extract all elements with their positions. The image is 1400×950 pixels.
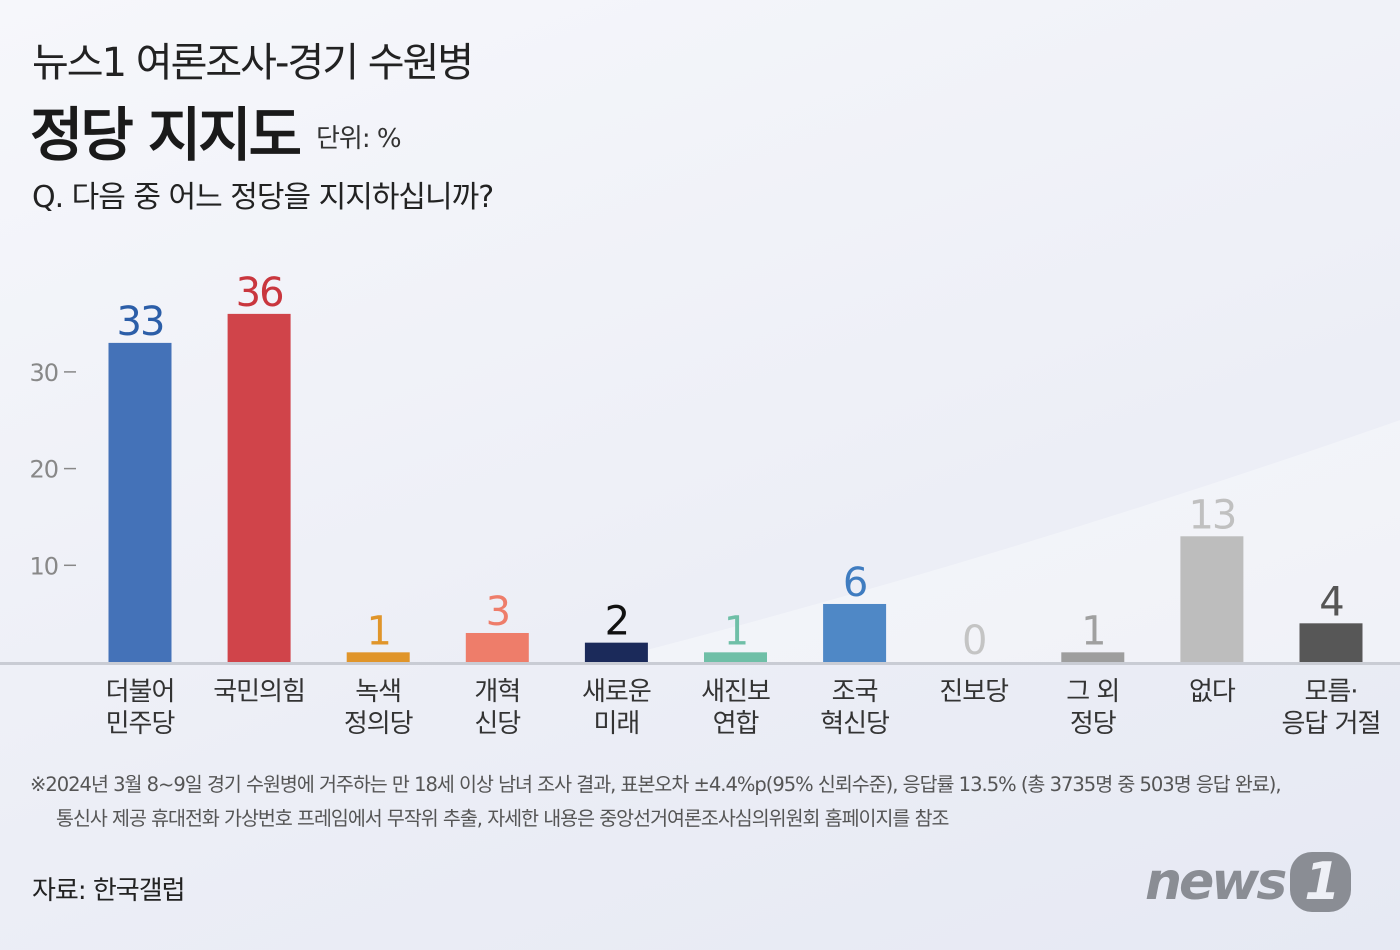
baseline	[0, 662, 1400, 665]
bar	[465, 632, 529, 662]
footnote-line-1: ※2024년 3월 8~9일 경기 수원병에 거주하는 만 18세 이상 남녀 …	[30, 773, 1282, 796]
bar	[584, 642, 648, 662]
x-tick-label: 정당	[1070, 709, 1116, 739]
footnote-line-2: 통신사 제공 휴대전화 가상번호 프레임에서 무작위 추출, 자세한 내용은 중…	[56, 807, 949, 830]
x-tick-label: 모름·	[1304, 677, 1357, 707]
bar	[346, 652, 410, 662]
bar	[227, 313, 291, 662]
chart-title: 정당 지지도	[30, 101, 302, 169]
data-label: 36	[236, 270, 283, 316]
data-label: 1	[366, 608, 389, 654]
x-tick-label: 개혁	[474, 677, 520, 707]
x-tick-label: 응답 거절	[1282, 709, 1381, 739]
news1-logo: news 1	[1145, 852, 1352, 912]
x-tick-label: 없다	[1189, 677, 1236, 707]
data-label: 33	[117, 299, 164, 345]
x-tick-label: 녹색	[355, 677, 401, 707]
bar	[704, 652, 767, 662]
x-tick-label: 민주당	[106, 709, 175, 739]
data-label: 1	[724, 608, 747, 654]
data-label: 4	[1319, 579, 1343, 625]
y-tick-label: 30	[29, 359, 58, 387]
x-tick-label: 신당	[474, 709, 520, 739]
x-tick-label: 미래	[593, 709, 639, 739]
x-tick-label: 더불어	[106, 677, 175, 707]
footnote: ※2024년 3월 8~9일 경기 수원병에 거주하는 만 18세 이상 남녀 …	[30, 768, 1282, 836]
y-tick-label: 20	[29, 456, 58, 484]
x-tick-label: 조국	[832, 677, 878, 707]
x-tick-label: 혁신당	[820, 709, 889, 739]
x-tick-label: 새진보	[701, 677, 770, 707]
x-tick-label: 국민의힘	[213, 677, 305, 707]
x-tick-label: 그 외	[1066, 677, 1119, 707]
data-label: 0	[962, 618, 985, 664]
bar	[1180, 536, 1244, 662]
bar	[1299, 623, 1363, 662]
data-label: 6	[843, 560, 866, 606]
page-title: 뉴스1 여론조사-경기 수원병	[32, 40, 474, 86]
source: 자료: 한국갤럽	[32, 876, 186, 906]
x-tick-label: 진보당	[939, 677, 1008, 707]
data-label: 3	[486, 589, 509, 635]
bar	[823, 603, 887, 662]
bar	[1061, 652, 1125, 662]
bar	[108, 342, 172, 662]
data-label: 13	[1188, 492, 1235, 538]
data-label: 1	[1081, 608, 1104, 654]
x-tick-label: 연합	[713, 709, 759, 739]
background-curve	[600, 420, 1400, 662]
x-tick-label: 정의당	[344, 709, 413, 739]
unit-label: 단위: %	[316, 124, 402, 154]
x-tick-label: 새로운	[582, 677, 651, 707]
data-label: 2	[605, 599, 628, 645]
y-tick-label: 10	[29, 552, 58, 580]
survey-question: Q. 다음 중 어느 정당을 지지하십니까?	[32, 180, 494, 215]
